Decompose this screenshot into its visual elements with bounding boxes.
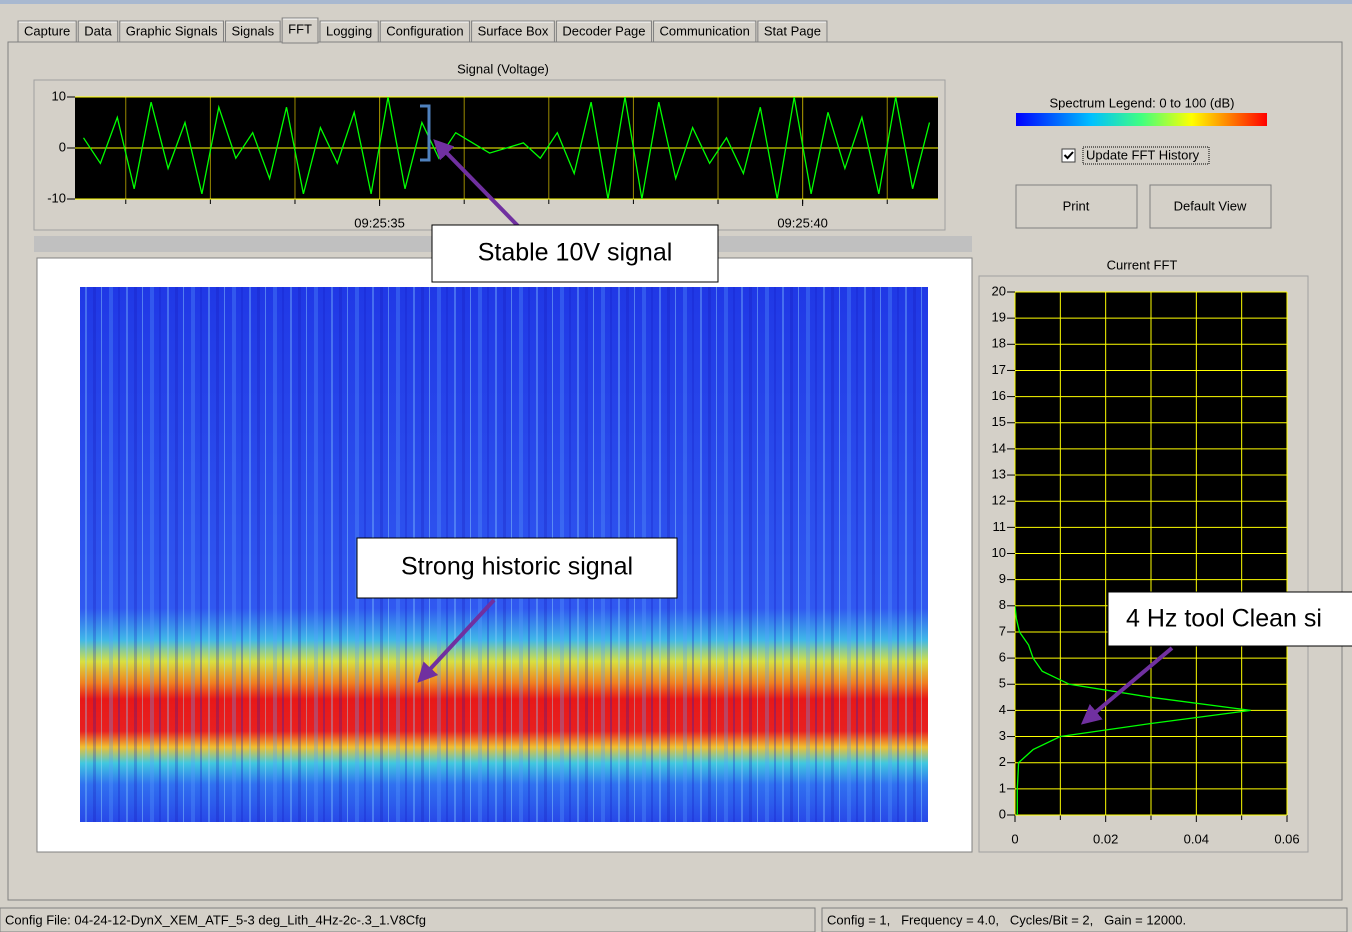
y-tick-label: 16 — [992, 388, 1006, 403]
annotation: Strong historic signal — [401, 553, 633, 581]
x-tick-label: 0.06 — [1274, 831, 1299, 846]
tab-label[interactable]: FFT — [288, 21, 312, 36]
y-tick-label: 12 — [992, 493, 1006, 508]
tab-label[interactable]: Configuration — [386, 23, 463, 38]
x-tick-label: 09:25:35 — [354, 215, 405, 230]
y-tick-label: 14 — [992, 440, 1006, 455]
status-text: Config = 1, Frequency = 4.0, Cycles/Bit … — [827, 912, 1186, 927]
y-tick-label: 7 — [999, 623, 1006, 638]
fft-title: Current FFT — [1107, 257, 1178, 272]
y-tick-label: 6 — [999, 650, 1006, 665]
y-tick-label: 20 — [992, 283, 1006, 298]
y-tick-label: 18 — [992, 336, 1006, 351]
tab-label[interactable]: Logging — [326, 23, 372, 38]
y-tick-label: 2 — [999, 754, 1006, 769]
tab-label[interactable]: Decoder Page — [562, 23, 645, 38]
spectrum-legend-bar — [1016, 113, 1267, 126]
y-tick-label: 9 — [999, 571, 1006, 586]
y-tick-label: 15 — [992, 414, 1006, 429]
x-tick-label: 0.04 — [1184, 831, 1209, 846]
y-tick-label: 10 — [992, 545, 1006, 560]
button-label[interactable]: Default View — [1174, 198, 1247, 213]
y-tick-label: 5 — [999, 676, 1006, 691]
signal-title: Signal (Voltage) — [457, 61, 549, 76]
page: Capture Data Graphic Signals Signals FFT Logg… — [0, 0, 1352, 932]
y-tick-label: 11 — [993, 519, 1007, 534]
window-edge — [0, 0, 1352, 4]
status-text: Config File: 04-24-12-DynX_XEM_ATF_5-3 d… — [5, 912, 426, 927]
tab-label[interactable]: Communication — [660, 23, 750, 38]
y-tick-label: 17 — [992, 362, 1006, 377]
y-tick-label: -10 — [47, 190, 66, 205]
y-tick-label: 0 — [59, 139, 66, 154]
x-tick-label: 0 — [1011, 831, 1018, 846]
y-tick-label: 19 — [992, 310, 1006, 325]
y-tick-label: 13 — [992, 466, 1006, 481]
tab-label[interactable]: Surface Box — [478, 23, 549, 38]
app-window: Capture Data Graphic Signals Signals FFT Logg… — [0, 0, 1352, 932]
y-tick-label: 4 — [999, 702, 1006, 717]
tab-label[interactable]: Stat Page — [764, 23, 821, 38]
button-label[interactable]: Print — [1063, 198, 1090, 213]
tab-label[interactable]: Graphic Signals — [126, 23, 218, 38]
y-tick-label: 3 — [999, 728, 1006, 743]
y-tick-label: 0 — [999, 806, 1006, 821]
x-tick-label: 0.02 — [1093, 831, 1118, 846]
tab-label[interactable]: Capture — [24, 23, 70, 38]
y-tick-label: 8 — [999, 597, 1006, 612]
tab-label[interactable]: Signals — [232, 23, 275, 38]
y-tick-label: 10 — [52, 88, 66, 103]
y-tick-label: 1 — [999, 780, 1006, 795]
x-tick-label: 09:25:40 — [777, 215, 828, 230]
checkbox-label[interactable]: Update FFT History — [1086, 147, 1200, 162]
spectrum-legend-label: Spectrum Legend: 0 to 100 (dB) — [1049, 95, 1234, 110]
annotation: 4 Hz tool Clean si — [1126, 605, 1322, 633]
tab-label[interactable]: Data — [84, 23, 112, 38]
annotation: Stable 10V signal — [478, 239, 673, 267]
tab-strip: Capture Data Graphic Signals Signals FFT Logg… — [18, 18, 827, 43]
